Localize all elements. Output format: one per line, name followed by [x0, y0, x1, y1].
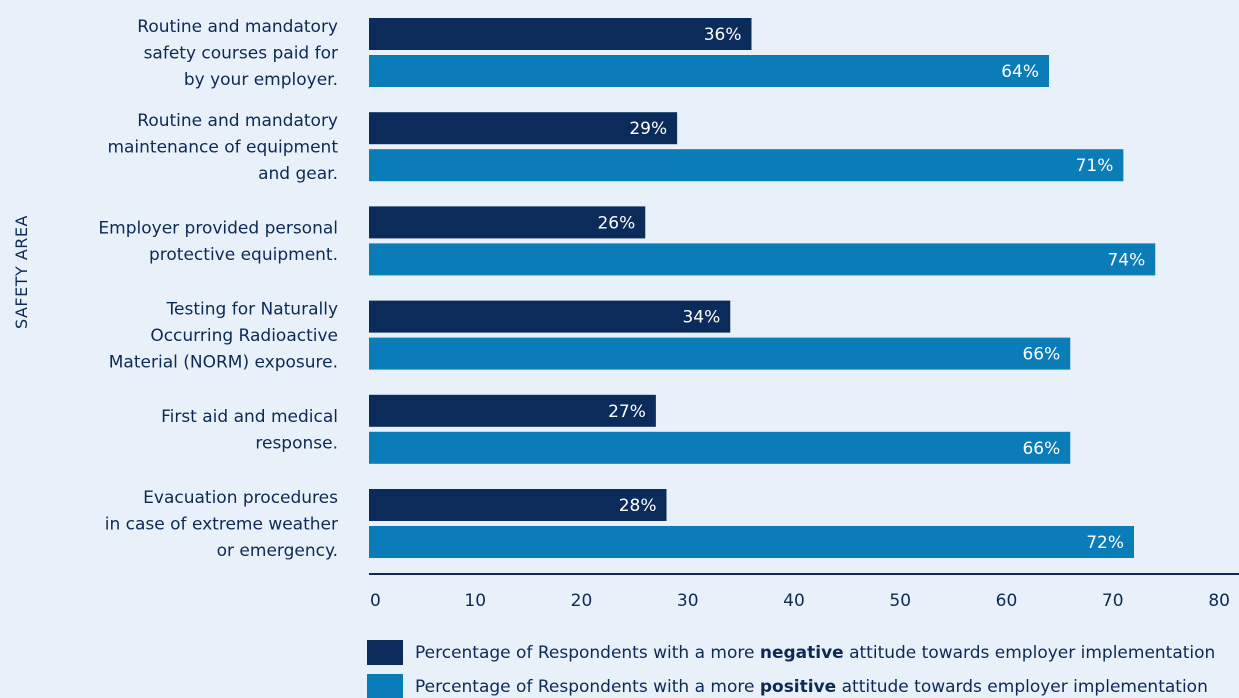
legend-emphasis: negative — [760, 643, 844, 663]
legend-text-part: Percentage of Respondents with a more — [415, 677, 760, 697]
data-label: 34% — [682, 308, 720, 328]
x-tick-label: 0 — [370, 591, 381, 611]
bar-positive — [369, 526, 1134, 558]
y-axis-title-group: SAFETY AREA — [12, 215, 31, 329]
category-label-line: by your employer. — [184, 70, 338, 90]
category-label-line: Testing for Naturally — [166, 300, 338, 320]
data-label: 66% — [1022, 345, 1060, 365]
legend-entry: Percentage of Respondents with a more po… — [415, 677, 1208, 697]
bar-negative — [369, 300, 731, 333]
bar-negative — [369, 206, 646, 239]
category-label-line: Routine and mandatory — [137, 17, 338, 37]
bar-negative — [369, 489, 667, 521]
category-label-line: Occurring Radioactive — [150, 326, 338, 346]
category-label: Testing for Naturally Occurring Radioacti… — [109, 300, 338, 373]
legend: Percentage of Respondents with a more ne… — [367, 640, 1215, 698]
category-label-line: maintenance of equipment — [107, 138, 338, 158]
category-label-line: First aid and medical — [161, 407, 338, 427]
category-label-line: Material (NORM) exposure. — [109, 353, 338, 373]
category-label-line: protective equipment. — [149, 245, 338, 265]
category-label-line: Employer provided personal — [98, 219, 338, 239]
data-label: 36% — [704, 25, 742, 45]
data-label: 71% — [1076, 156, 1114, 176]
x-tick-label: 10 — [464, 591, 486, 611]
bar-positive — [369, 431, 1071, 464]
category-label-line: Routine and mandatory — [137, 111, 338, 131]
category-label-line: safety courses paid for — [144, 44, 338, 64]
x-tick-label: 20 — [571, 591, 593, 611]
legend-text-part: attitude towards employer implementation — [836, 677, 1208, 697]
legend-emphasis: positive — [760, 677, 836, 697]
y-axis-title: SAFETY AREA — [12, 215, 31, 329]
x-tick-label: 80 — [1208, 591, 1230, 611]
data-label: 64% — [1001, 62, 1039, 82]
data-label: 72% — [1086, 533, 1124, 553]
category-label: Routine and mandatory maintenance of equi… — [107, 111, 338, 184]
x-axis: 0 10 20 30 40 50 60 70 80 — [369, 573, 1239, 611]
bar-negative — [369, 112, 678, 145]
data-label: 26% — [597, 213, 635, 233]
x-tick-label: 30 — [677, 591, 699, 611]
data-label: 66% — [1022, 439, 1060, 459]
x-tick-label: 50 — [889, 591, 911, 611]
category-label-line: Evacuation procedures — [143, 488, 338, 508]
bar-negative — [369, 394, 656, 427]
legend-text-part: Percentage of Respondents with a more — [415, 643, 760, 663]
bar-positive — [369, 55, 1049, 87]
category-label-line: in case of extreme weather — [105, 515, 338, 535]
category-label: Evacuation procedures in case of extreme … — [105, 488, 338, 561]
data-label: 28% — [619, 496, 657, 516]
bar-positive — [369, 337, 1071, 370]
x-tick-label: 70 — [1102, 591, 1124, 611]
legend-swatch-positive — [367, 674, 403, 698]
bar-negative — [369, 18, 752, 50]
bars: 36% 64% 29% 71% 26% 74% 34% 66% 27% 66% 28% 72% — [369, 18, 1156, 558]
data-label: 29% — [629, 119, 667, 139]
data-label: 27% — [608, 402, 646, 422]
category-label-line: or emergency. — [217, 541, 338, 561]
category-labels: Routine and mandatory safety courses paid… — [98, 17, 338, 561]
legend-text-part: attitude towards employer implementation — [844, 643, 1216, 663]
legend-entry: Percentage of Respondents with a more ne… — [415, 643, 1215, 663]
category-label: First aid and medical response. — [161, 407, 338, 454]
x-tick-label: 60 — [996, 591, 1018, 611]
x-tick-label: 40 — [783, 591, 805, 611]
category-label-line: response. — [255, 434, 338, 454]
legend-swatch-negative — [367, 640, 403, 665]
bar-positive — [369, 149, 1124, 182]
bar-positive — [369, 243, 1156, 276]
data-label: 74% — [1107, 250, 1145, 270]
category-label-line: and gear. — [258, 164, 338, 184]
category-label: Employer provided personal protective equ… — [98, 219, 338, 266]
category-label: Routine and mandatory safety courses paid… — [137, 17, 338, 90]
